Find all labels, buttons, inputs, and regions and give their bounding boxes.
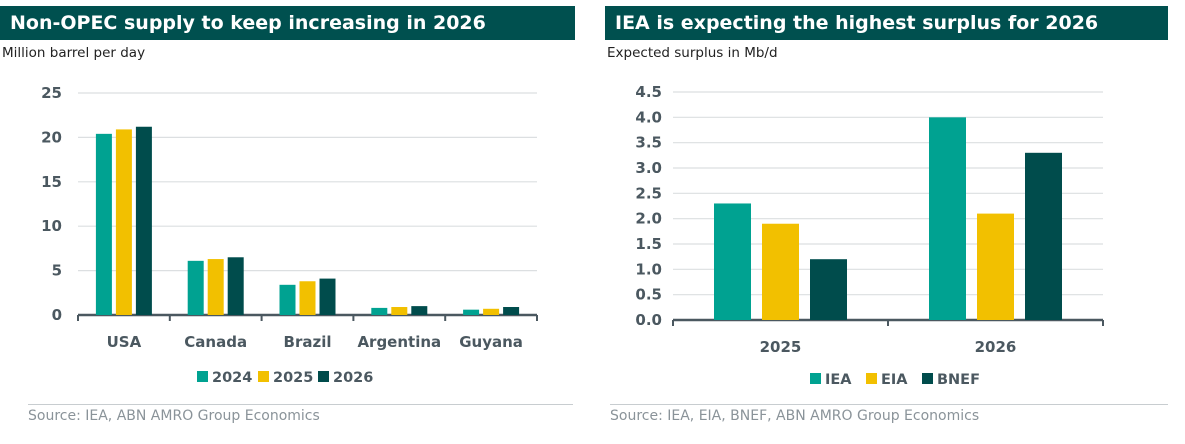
legend-swatch-2025: [258, 371, 269, 382]
bar-eia-2026: [977, 213, 1014, 320]
y-tick-label: 5: [52, 262, 62, 280]
legend-label-eia: EIA: [881, 372, 908, 388]
legend-label-bnef: BNEF: [937, 372, 980, 388]
x-category-label: Brazil: [284, 333, 332, 351]
legend-label-2025: 2025: [273, 370, 313, 386]
left-chart-ylabel: Million barrel per day: [2, 45, 146, 61]
x-category-label: USA: [107, 333, 142, 351]
bar-2026-canada: [227, 257, 244, 315]
y-tick-label: 20: [41, 128, 62, 146]
bar-bnef-2025: [810, 259, 847, 320]
right-chart-title: IEA is expecting the highest surplus for…: [605, 6, 1168, 40]
bar-2024-guyana: [463, 309, 480, 315]
legend-label-iea: IEA: [825, 372, 852, 388]
y-tick-label: 2.0: [635, 210, 662, 228]
bar-2026-argentina: [411, 306, 428, 315]
x-category-label: Argentina: [357, 333, 441, 351]
right-chart-ylabel: Expected surplus in Mb/d: [607, 45, 778, 61]
y-tick-label: 0: [52, 306, 62, 324]
legend-swatch-2026: [318, 371, 329, 382]
bar-2024-brazil: [279, 284, 296, 315]
left-panel: Non-OPEC supply to keep increasing in 20…: [0, 6, 575, 61]
y-tick-label: 4.0: [635, 108, 662, 126]
y-tick-label: 1.5: [635, 235, 662, 253]
bar-iea-2026: [929, 117, 966, 320]
legend-swatch-bnef: [922, 373, 933, 384]
x-category-label: 2026: [975, 338, 1017, 356]
bar-2026-guyana: [503, 307, 520, 315]
bar-2025-canada: [207, 259, 224, 315]
y-tick-label: 0.0: [635, 311, 662, 329]
right-chart-source: Source: IEA, EIA, BNEF, ABN AMRO Group E…: [610, 404, 1168, 424]
bar-2024-argentina: [371, 307, 388, 315]
left-chart-source: Source: IEA, ABN AMRO Group Economics: [28, 404, 573, 424]
x-category-label: Canada: [184, 333, 247, 351]
y-tick-label: 1.0: [635, 260, 662, 278]
y-tick-label: 15: [41, 173, 62, 191]
bar-2025-argentina: [391, 307, 408, 315]
y-tick-label: 25: [41, 84, 62, 102]
y-tick-label: 0.5: [635, 286, 662, 304]
bar-2026-usa: [135, 126, 152, 315]
legend-swatch-2024: [197, 371, 208, 382]
y-tick-label: 2.5: [635, 184, 662, 202]
legend-swatch-iea: [810, 373, 821, 384]
bar-iea-2025: [714, 203, 751, 320]
legend-label-2026: 2026: [333, 370, 373, 386]
y-tick-label: 3.5: [635, 134, 662, 152]
bar-2024-canada: [187, 260, 204, 315]
bar-bnef-2026: [1025, 152, 1062, 320]
x-category-label: Guyana: [459, 333, 523, 351]
y-tick-label: 4.5: [635, 83, 662, 101]
legend-label-2024: 2024: [212, 370, 252, 386]
bar-2026-brazil: [319, 278, 336, 315]
bar-2025-guyana: [483, 308, 500, 315]
y-tick-label: 3.0: [635, 159, 662, 177]
left-chart-title: Non-OPEC supply to keep increasing in 20…: [0, 6, 575, 40]
x-category-label: 2025: [760, 338, 802, 356]
bar-eia-2025: [762, 223, 799, 320]
legend-swatch-eia: [866, 373, 877, 384]
bar-2025-usa: [115, 129, 132, 315]
bar-2024-usa: [95, 133, 112, 315]
right-panel: IEA is expecting the highest surplus for…: [605, 6, 1168, 61]
bar-2025-brazil: [299, 281, 316, 315]
y-tick-label: 10: [41, 217, 62, 235]
